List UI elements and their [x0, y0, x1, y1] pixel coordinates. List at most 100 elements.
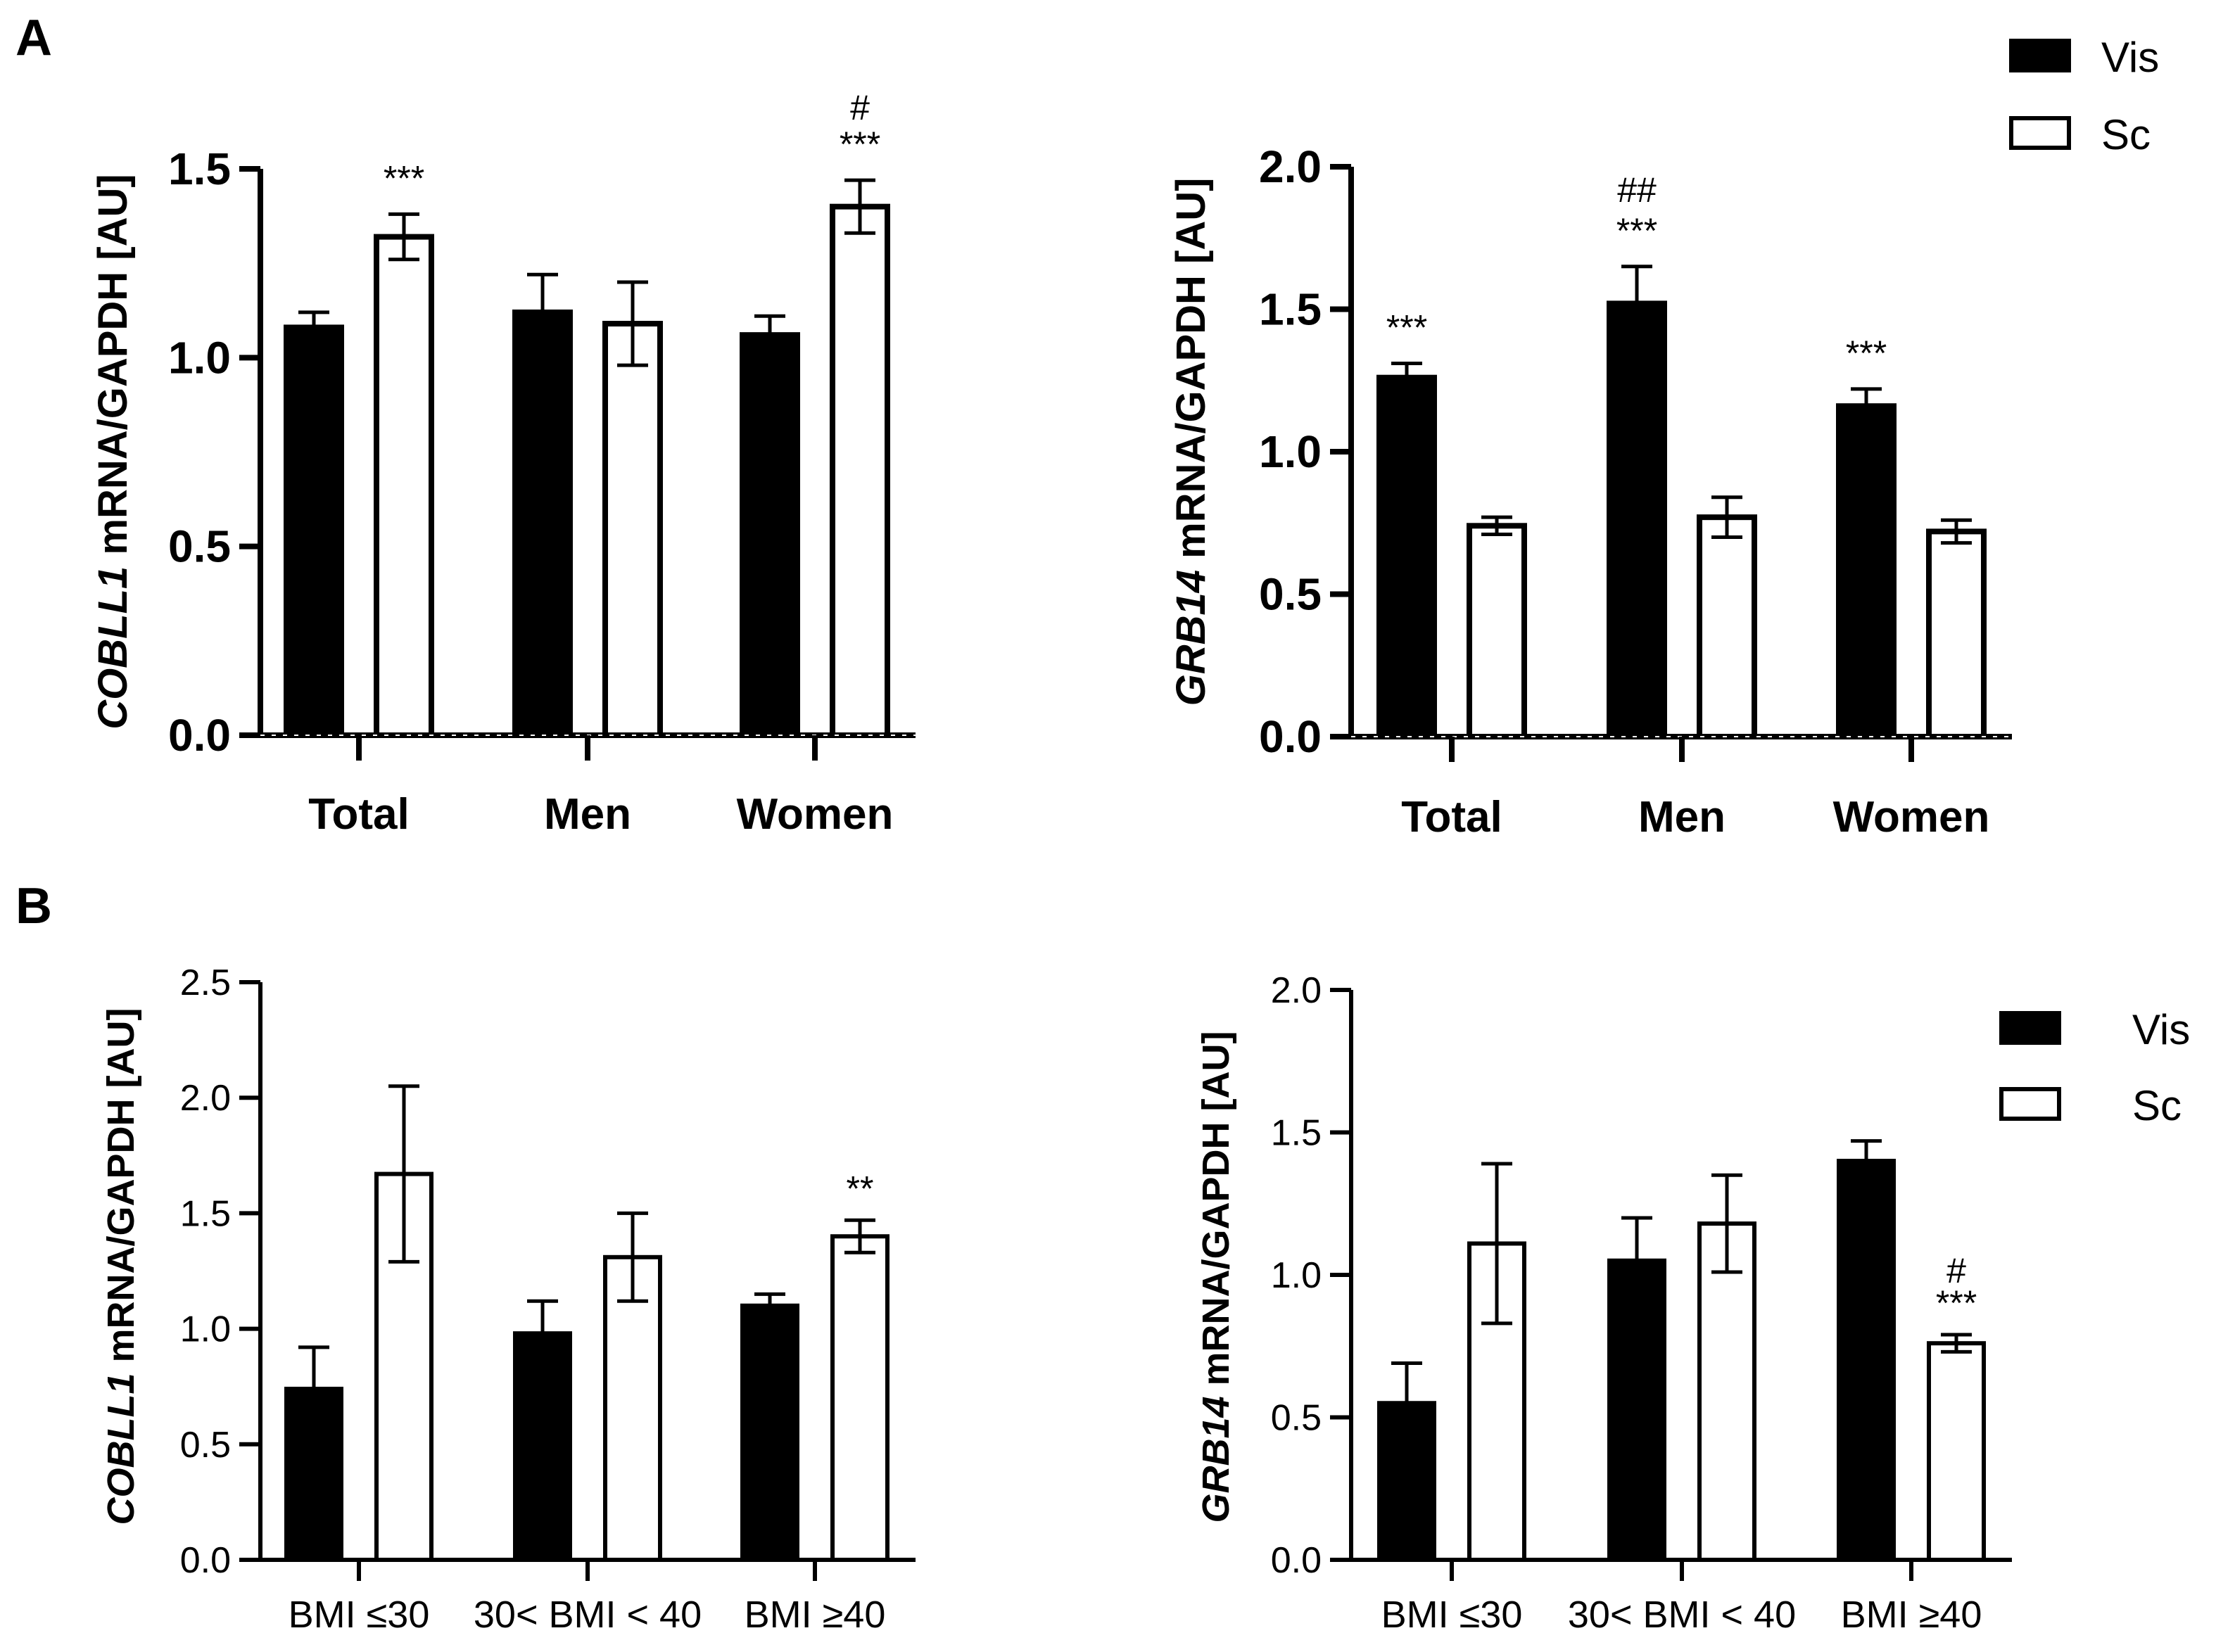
y-tick-label: 0.5 — [1271, 1398, 1322, 1439]
x-category-label: Men — [1638, 793, 1726, 841]
error-bar — [617, 280, 648, 367]
significance-mark: # — [1946, 1251, 1966, 1290]
bar-vis — [1837, 1159, 1896, 1562]
error-bar — [1391, 361, 1422, 378]
x-category-label: 30< BMI < 40 — [1568, 1594, 1796, 1636]
y-tick-label: 2.0 — [1259, 141, 1322, 192]
error-bar — [1851, 387, 1882, 407]
chart-b-right: 0.0 0.5 1.0 1.5 2.0 #*** BMI ≤30 30< BMI < 40 BM… — [1195, 970, 2012, 1636]
y-tick-label: 1.5 — [1259, 284, 1322, 335]
error-bar — [1711, 1173, 1742, 1274]
bar-sc — [830, 203, 890, 738]
bar-vis — [284, 324, 344, 738]
y-tick-label: 0.0 — [1271, 1540, 1322, 1581]
bar-sc — [1467, 523, 1527, 739]
legend-a-vis-swatch — [2009, 39, 2071, 72]
significance-mark: *** — [1386, 307, 1427, 347]
x-category-label: BMI ≤30 — [289, 1594, 430, 1636]
panel-label-a: A — [15, 10, 52, 66]
legend-a-vis-label: Vis — [2101, 34, 2159, 81]
significance-mark: # — [850, 88, 870, 127]
y-axis-unit: mRNA/GAPDH [AU] — [1168, 178, 1214, 570]
legend-a-sc-label: Sc — [2101, 111, 2151, 158]
x-category-label: Total — [308, 790, 410, 839]
x-category-label: Women — [1833, 793, 1990, 841]
error-bar — [1621, 265, 1652, 304]
y-tick-label: 2.0 — [180, 1078, 231, 1119]
y-tick-label: 2.0 — [1271, 970, 1322, 1011]
y-tick-label: 0.5 — [180, 1425, 231, 1466]
legend-a: Vis Sc — [2009, 34, 2159, 158]
panel-label-b: B — [15, 878, 52, 934]
chart-a-right: 0.00.51.01.52.0***##******Total Men WomenG… — [1168, 141, 2012, 841]
bar-vis — [512, 309, 573, 738]
x-category-label: 30< BMI < 40 — [474, 1594, 702, 1636]
error-bar — [298, 310, 329, 328]
x-category-label: BMI ≥40 — [745, 1594, 886, 1636]
error-bar — [1851, 1139, 1882, 1161]
bar-sc — [1926, 528, 1987, 740]
y-tick-label: 2.5 — [180, 962, 231, 1003]
y-tick-label: 1.5 — [180, 1193, 231, 1234]
y-tick-label: 1.0 — [168, 332, 231, 383]
bar-vis — [1607, 300, 1667, 739]
error-bar — [754, 314, 785, 336]
error-bar — [1481, 515, 1512, 536]
significance-mark: *** — [840, 125, 880, 164]
y-tick-label: 0.5 — [1259, 569, 1322, 620]
significance-mark: *** — [1936, 1283, 1977, 1323]
significance-mark: *** — [384, 158, 424, 198]
error-bar — [388, 212, 419, 262]
x-category-label: Total — [1401, 793, 1502, 841]
y-axis-gene: COBLL1 — [90, 566, 136, 730]
bar-vis — [740, 1303, 799, 1562]
bar-vis — [1836, 403, 1897, 739]
error-bar — [844, 1218, 875, 1254]
error-bar — [1941, 1333, 1972, 1354]
legend-b-sc-label: Sc — [2132, 1082, 2182, 1129]
error-bar — [1711, 495, 1742, 539]
y-axis-label: GRB14 mRNA/GAPDH [AU] — [1195, 1031, 1237, 1523]
bar-vis — [1377, 1401, 1436, 1562]
y-tick-label: 1.0 — [1271, 1255, 1322, 1296]
bar-vis — [740, 332, 800, 738]
y-axis-gene: GRB14 — [1168, 570, 1214, 706]
bar-sc — [1467, 1241, 1526, 1562]
error-bar — [844, 178, 875, 235]
x-category-label: Men — [544, 790, 631, 839]
error-bar — [1481, 1162, 1512, 1326]
bar-vis — [1376, 374, 1437, 739]
x-category-label: BMI ≥40 — [1841, 1594, 1982, 1636]
legend-b-vis-label: Vis — [2132, 1006, 2190, 1053]
bar-sc — [602, 321, 663, 738]
significance-mark: ** — [847, 1169, 874, 1208]
y-axis-label: COBLL1 mRNA/GAPDH [AU] — [100, 1008, 142, 1525]
y-tick-label: 0.0 — [180, 1540, 231, 1581]
y-axis-label: GRB14 mRNA/GAPDH [AU] — [1168, 178, 1214, 706]
legend-b: Vis Sc — [1999, 1006, 2190, 1129]
y-axis-gene: GRB14 — [1195, 1396, 1237, 1523]
y-tick-label: 0.0 — [1259, 711, 1322, 762]
bar-sc — [1697, 514, 1757, 740]
y-tick-label: 0.0 — [168, 710, 231, 761]
error-bar — [298, 1345, 329, 1389]
y-axis-label: COBLL1 mRNA/GAPDH [AU] — [90, 174, 136, 729]
error-bar — [388, 1084, 419, 1264]
error-bar — [617, 1211, 648, 1303]
y-tick-label: 1.0 — [1259, 426, 1322, 477]
error-bar — [1391, 1361, 1422, 1404]
y-tick-label: 1.0 — [180, 1309, 231, 1350]
bar-sc — [1697, 1221, 1756, 1562]
y-axis-unit: mRNA/GAPDH [AU] — [90, 174, 136, 566]
bar-sc — [1927, 1341, 1986, 1562]
significance-mark: ## — [1617, 170, 1657, 210]
significance-mark: *** — [1846, 333, 1887, 373]
significance-mark: *** — [1616, 211, 1657, 250]
y-tick-label: 0.5 — [168, 521, 231, 572]
y-axis-unit: mRNA/GAPDH [AU] — [1195, 1031, 1237, 1396]
bar-vis — [284, 1386, 343, 1563]
y-axis-gene: COBLL1 — [100, 1373, 142, 1525]
error-bar — [1621, 1216, 1652, 1261]
